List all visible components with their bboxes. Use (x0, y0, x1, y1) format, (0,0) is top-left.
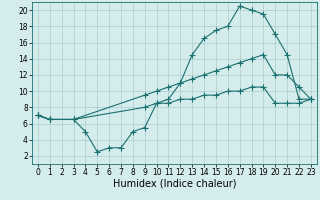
X-axis label: Humidex (Indice chaleur): Humidex (Indice chaleur) (113, 179, 236, 189)
